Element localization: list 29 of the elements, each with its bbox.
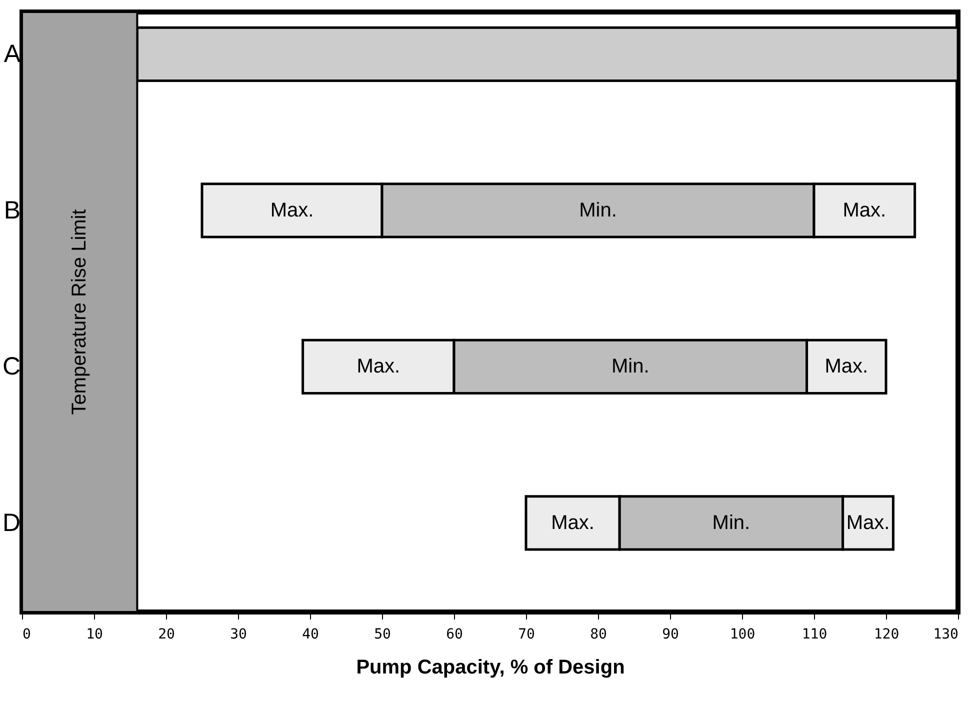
x-tick-label: 40 <box>302 626 319 642</box>
x-tick-label: 20 <box>158 626 175 642</box>
data-label: Min. <box>579 199 617 222</box>
x-tick-label: 90 <box>662 626 679 642</box>
y-tick-label: D <box>2 508 20 537</box>
data-label: Max. <box>356 356 400 378</box>
x-tick-label: 70 <box>518 626 535 642</box>
x-tick-label: 10 <box>86 626 103 642</box>
data-label: Max. <box>551 512 594 534</box>
y-tick-label: B <box>4 196 20 224</box>
data-label: Max. <box>270 199 314 222</box>
data-label: Min. <box>612 356 650 378</box>
x-tick-label: 50 <box>374 626 391 642</box>
band-label: Temperature Rise Limit <box>68 208 91 415</box>
x-tick-label: 80 <box>590 626 607 642</box>
y-tick-label: A <box>4 40 21 68</box>
x-tick-label: 0 <box>22 626 31 642</box>
x-tick-label: 130 <box>933 626 958 642</box>
data-label: Max. <box>824 356 868 378</box>
x-tick-label: 60 <box>446 626 463 642</box>
x-tick-label: 100 <box>730 626 756 642</box>
y-tick-label: C <box>2 352 20 381</box>
data-label: Max. <box>842 199 886 222</box>
data-label: Min. <box>712 512 750 534</box>
x-tick-label: 30 <box>230 626 247 642</box>
data-label: Max. <box>846 512 890 534</box>
x-tick-label: 120 <box>874 626 900 642</box>
x-axis-title: Pump Capacity, % of Design <box>356 656 625 678</box>
x-tick-label: 110 <box>802 626 828 642</box>
